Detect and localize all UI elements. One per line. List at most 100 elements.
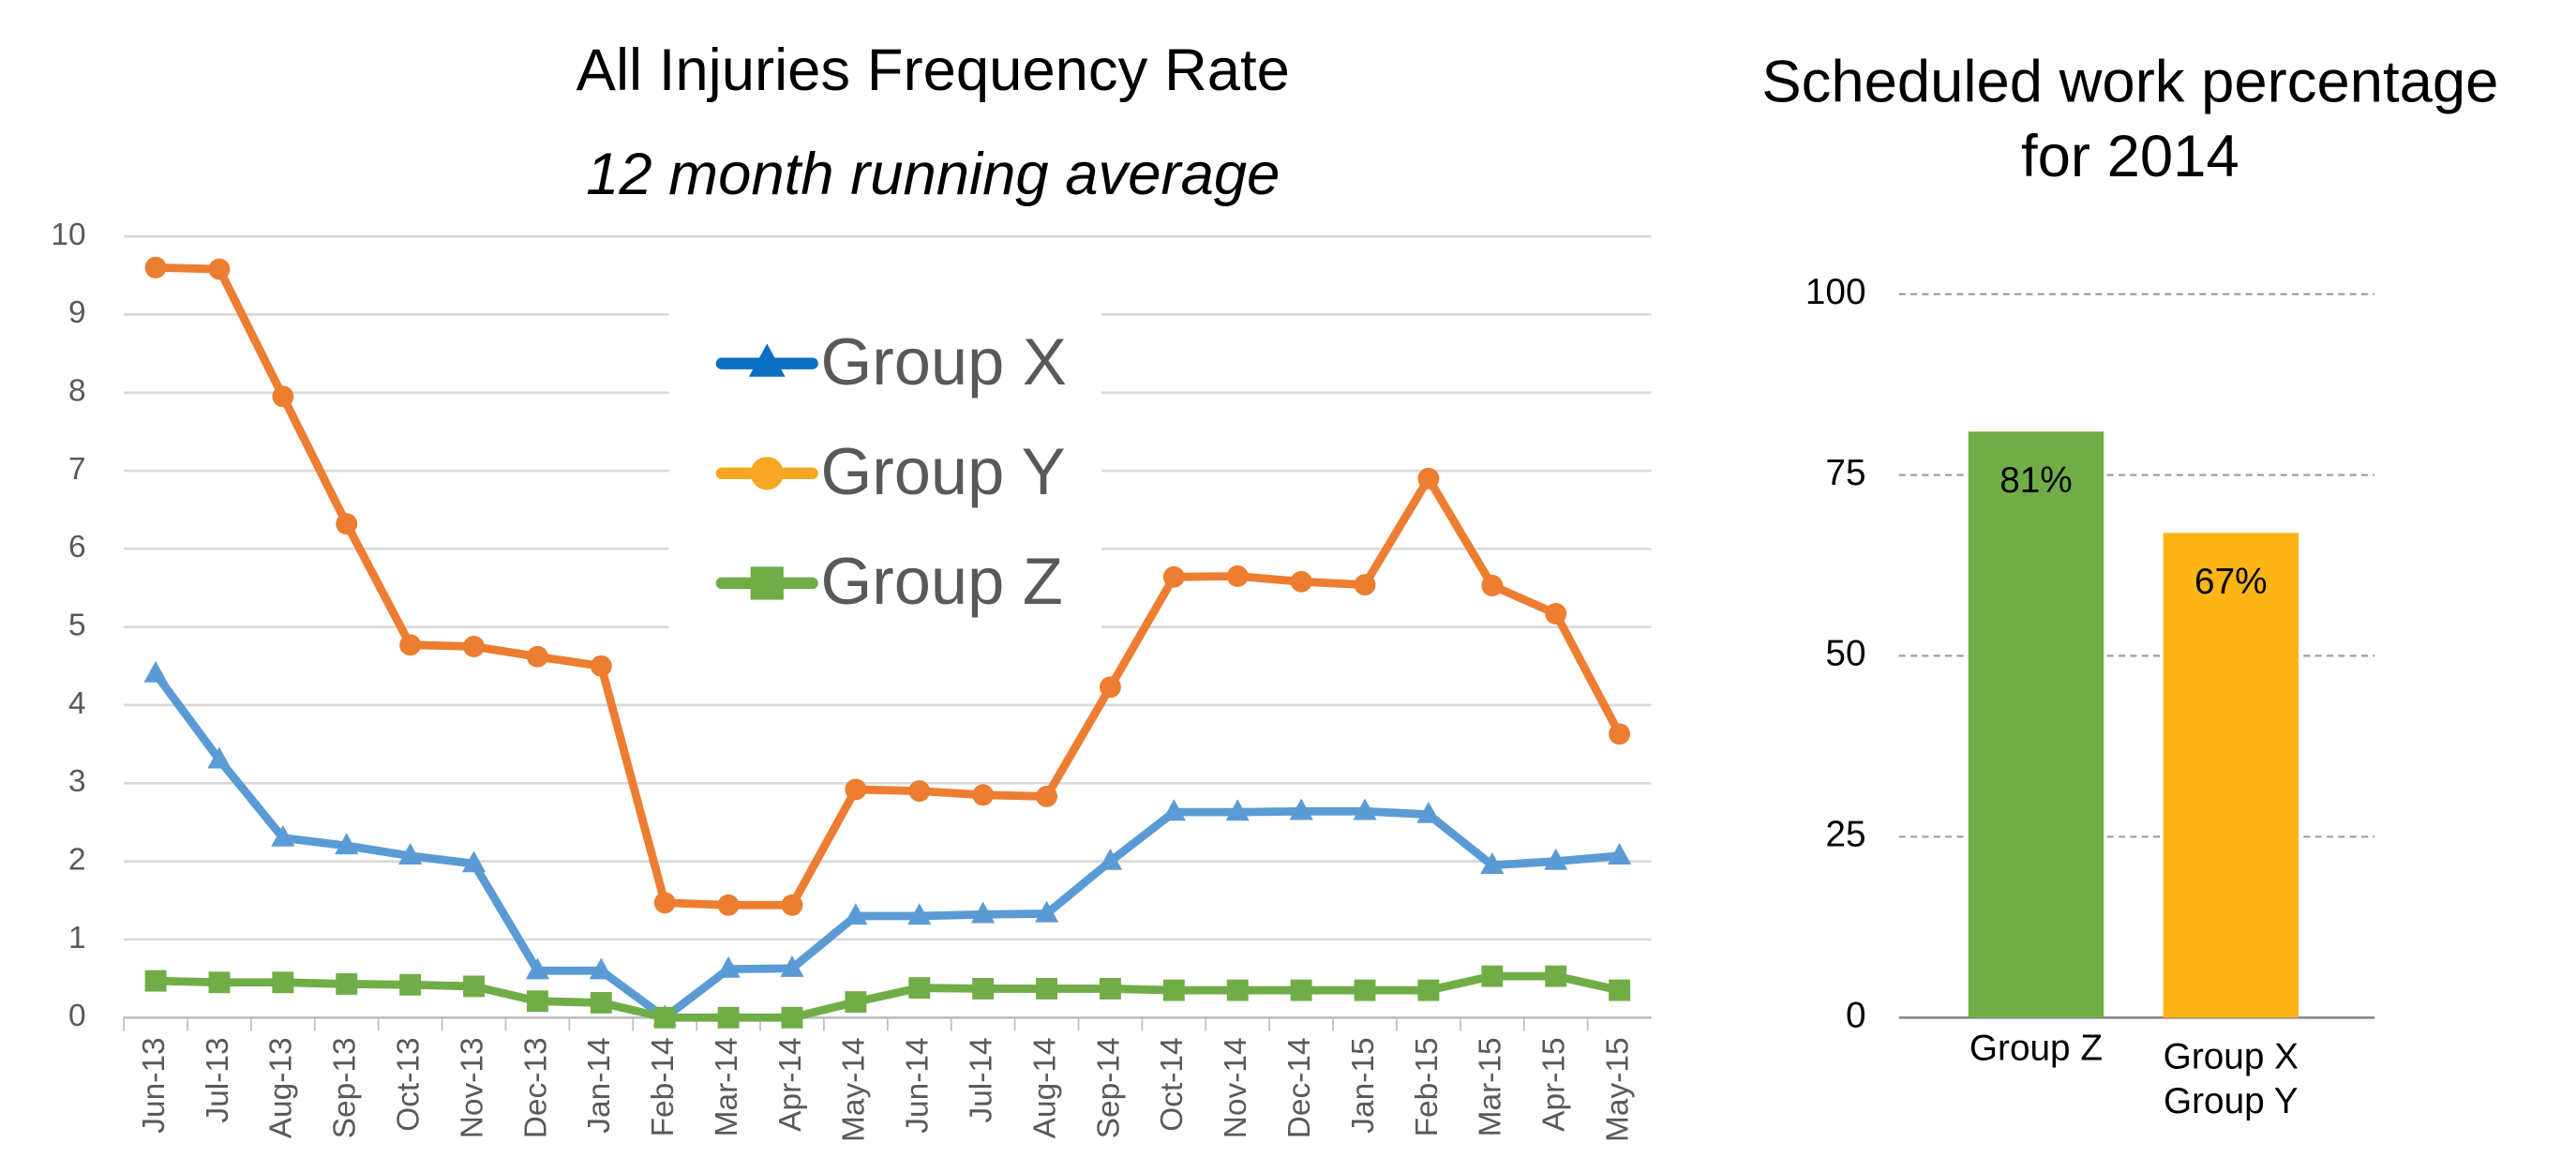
x-tick-label: Mar-14 [710,1037,744,1136]
y-tick-label: 6 [68,530,86,564]
point [1036,786,1058,807]
series-line [155,971,1621,1022]
x-tick-label: Sep-13 [328,1037,363,1138]
point [463,975,485,998]
point [526,645,548,668]
point [208,258,231,280]
y-tick-label: 0 [1846,995,1866,1035]
x-tick-label: Aug-14 [1027,1037,1062,1138]
x-tick-label: Oct-13 [391,1037,426,1131]
legend-marker [750,457,784,490]
point [1545,603,1567,624]
point [1480,852,1505,874]
point [716,955,741,978]
point [717,1006,740,1029]
y-tick-label: 3 [68,764,86,799]
point [781,894,803,916]
point [1544,848,1568,870]
point [972,784,995,806]
x-tick-label: Aug-13 [264,1037,299,1138]
point [1289,798,1313,820]
x-tick-label: Sep-14 [1091,1037,1126,1138]
point [1290,979,1312,1001]
point [144,256,167,278]
point [844,903,868,925]
series-line [155,263,1624,910]
legend-label: Group X [820,324,1066,399]
point [461,850,487,873]
point [1098,848,1123,870]
legend-marker [748,343,786,377]
point [399,973,422,996]
point [1161,799,1186,821]
x-tick-label: Jan-15 [1346,1037,1381,1133]
point [398,843,423,865]
x-tick-label: Feb-14 [646,1037,681,1136]
x-tick-label: Apr-15 [1537,1037,1572,1131]
point [1545,965,1567,987]
point [589,957,613,980]
x-tick-label: Oct-14 [1155,1037,1190,1131]
point [1290,570,1312,593]
y-tick-label: 7 [68,452,86,487]
point [781,1006,803,1029]
point [1226,565,1249,587]
x-tick-label: Group X [2164,1037,2299,1077]
x-tick-label: Jan-14 [582,1037,617,1133]
point [1609,723,1631,745]
x-tick-label: Group Z [1969,1029,2103,1069]
x-tick-label: Jun-13 [137,1037,172,1133]
x-tick-label: Jul-14 [965,1037,999,1122]
y-tick-label: 2 [68,842,86,877]
point [653,1006,676,1029]
y-tick-label: 100 [1805,272,1866,312]
point [336,972,358,995]
point [144,970,167,992]
y-tick-label: 0 [68,999,86,1033]
y-tick-label: 75 [1825,453,1865,493]
y-tick-label: 9 [68,295,86,330]
legend-marker [750,566,784,600]
point [272,971,294,994]
x-tick-label: Mar-15 [1474,1037,1508,1136]
legend-label: Group Y [820,434,1065,508]
chart-title: for 2014 [2021,124,2239,189]
x-tick-label: May-14 [837,1037,872,1142]
point [1034,900,1059,923]
x-tick-label: Jun-14 [901,1037,936,1133]
bar [1968,431,2104,1018]
point [972,977,995,1000]
chart-title: All Injuries Frequency Rate [577,38,1290,103]
x-tick-label: Jul-13 [201,1037,235,1122]
point [845,991,867,1014]
point [525,957,550,980]
point [143,660,168,683]
point [1354,979,1376,1001]
point [272,385,294,408]
point [336,513,358,535]
bar [2163,533,2299,1018]
point [1162,565,1185,588]
point [1353,798,1377,820]
x-tick-label: Nov-13 [455,1037,489,1138]
point [335,833,359,855]
y-tick-label: 50 [1825,634,1865,674]
point [1481,965,1504,987]
point [1416,801,1441,823]
chart-subtitle: 12 month running average [586,142,1280,207]
point [590,654,612,677]
x-tick-label: May-15 [1600,1037,1635,1142]
point [1225,799,1250,821]
point [463,636,485,657]
y-tick-label: 8 [68,374,86,409]
point [1417,467,1440,489]
point [1607,843,1632,865]
y-tick-label: 4 [68,686,86,721]
data-label: 67% [2194,562,2268,602]
y-tick-label: 10 [51,218,85,252]
data-label: 81% [1999,460,2073,501]
point [526,990,548,1013]
point [971,901,996,924]
